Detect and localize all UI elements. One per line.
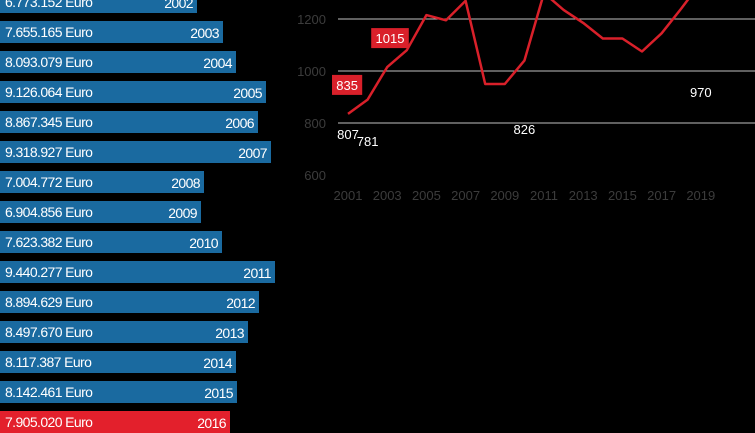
bar-value-label: 7.004.772 Euro (5, 174, 93, 190)
bar-value-label: 8.142.461 Euro (5, 384, 93, 400)
bar-2014: 8.117.387 Euro 2014 (0, 351, 236, 373)
y-axis-ticks: 1200 1000 800 600 (297, 12, 326, 183)
bar-value-label: 8.093.079 Euro (5, 54, 93, 70)
x-tick-label: 2003 (373, 188, 402, 203)
bar-2008: 7.004.772 Euro 2008 (0, 171, 204, 193)
bar-year-label: 2008 (171, 175, 200, 191)
grid-layer (338, 18, 755, 124)
y-tick-label: 600 (304, 168, 326, 183)
bar-value-label: 7.655.165 Euro (5, 24, 93, 40)
bar-value-label: 8.117.387 Euro (5, 354, 92, 370)
bar-2015: 8.142.461 Euro 2015 (0, 381, 237, 403)
bar-year-label: 2016 (197, 415, 226, 431)
bar-chart: 6.773.152 Euro 2002 7.655.165 Euro 2003 8.09… (0, 0, 290, 433)
annotation-label: 807 (337, 127, 359, 142)
annotation-box (332, 74, 363, 95)
bar-year-label: 2002 (164, 0, 193, 11)
bar-year-label: 2009 (168, 205, 197, 221)
bar-year-label: 2014 (203, 355, 232, 371)
x-tick-label: 2011 (530, 188, 558, 203)
bar-2003: 7.655.165 Euro 2003 (0, 21, 223, 43)
x-tick-label: 2007 (451, 188, 480, 203)
y-tick-label: 800 (304, 116, 326, 131)
y-tick-label: 1000 (297, 64, 326, 79)
bar-2012: 8.894.629 Euro 2012 (0, 291, 259, 313)
bar-year-label: 2015 (204, 385, 233, 401)
bar-year-label: 2005 (233, 85, 262, 101)
bar-2016: 7.905.020 Euro 2016 (0, 411, 230, 433)
bar-2004: 8.093.079 Euro 2004 (0, 51, 236, 73)
bar-year-label: 2004 (203, 55, 232, 71)
bar-year-label: 2010 (189, 235, 218, 251)
series-line-0 (347, 0, 690, 115)
x-tick-label: 2005 (412, 188, 441, 203)
annotation-label: 826 (514, 122, 536, 137)
bar-2011: 9.440.277 Euro 2011 (0, 261, 275, 283)
x-tick-label: 2017 (647, 188, 676, 203)
bar-2006: 8.867.345 Euro 2006 (0, 111, 258, 133)
bar-value-label: 7.905.020 Euro (5, 414, 93, 430)
bar-2010: 7.623.382 Euro 2010 (0, 231, 222, 253)
bar-2002: 6.773.152 Euro 2002 (0, 0, 197, 13)
annotation-label: 781 (357, 134, 379, 149)
y-tick-label: 1200 (297, 12, 326, 27)
series-layer (347, 0, 690, 115)
bar-value-label: 9.126.064 Euro (5, 84, 93, 100)
bar-year-label: 2011 (243, 265, 271, 281)
bar-2009: 6.904.856 Euro 2009 (0, 201, 201, 223)
x-tick-label: 2009 (490, 188, 519, 203)
bar-value-label: 8.497.670 Euro (5, 324, 93, 340)
x-tick-label: 2001 (334, 188, 363, 203)
annotation-label: 970 (690, 85, 712, 100)
bar-value-label: 7.623.382 Euro (5, 234, 93, 250)
bar-2013: 8.497.670 Euro 2013 (0, 321, 248, 343)
bar-2007: 9.318.927 Euro 2007 (0, 141, 271, 163)
annotation-label: 1015 (376, 31, 405, 46)
bar-year-label: 2012 (226, 295, 255, 311)
bar-year-label: 2003 (190, 25, 219, 41)
annotation-label: 835 (336, 78, 358, 93)
bar-year-label: 2013 (215, 325, 244, 341)
bar-value-label: 6.904.856 Euro (5, 204, 93, 220)
bar-value-label: 9.440.277 Euro (5, 264, 93, 280)
bar-2005: 9.126.064 Euro 2005 (0, 81, 266, 103)
x-tick-label: 2019 (686, 188, 715, 203)
x-axis-ticks: 2001 2003 2005 2007 2009 2011 2013 2015 2017 2019 (334, 188, 716, 203)
bar-value-label: 9.318.927 Euro (5, 144, 93, 160)
x-tick-label: 2013 (569, 188, 598, 203)
bar-value-label: 6.773.152 Euro (5, 0, 93, 10)
bar-year-label: 2007 (238, 145, 267, 161)
annotation-box (371, 28, 409, 49)
bar-value-label: 8.894.629 Euro (5, 294, 93, 310)
bar-year-label: 2006 (225, 115, 254, 131)
x-tick-label: 2015 (608, 188, 637, 203)
bar-value-label: 8.867.345 Euro (5, 114, 93, 130)
